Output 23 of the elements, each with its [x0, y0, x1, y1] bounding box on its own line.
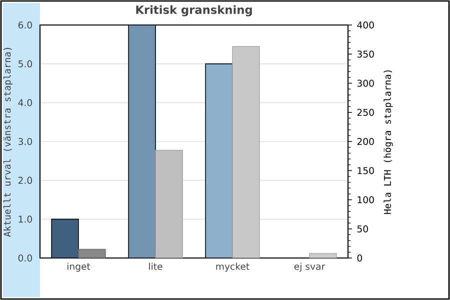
y2-tick-label: 100 — [358, 196, 374, 204]
x-tick-label: inget — [67, 262, 90, 272]
y-tick-label: 2.0 — [18, 176, 32, 184]
x-tick-label: ej svar — [294, 262, 326, 272]
y-tick-label: 0.0 — [18, 254, 32, 262]
y2-axis-title: Hela LTH (högra staplarna) — [384, 70, 393, 214]
y-tick-label: 6.0 — [18, 21, 32, 29]
y-tick-label: 3.0 — [18, 138, 32, 146]
x-tick-label: mycket — [216, 262, 250, 272]
y-tick-label: 5.0 — [18, 60, 32, 68]
y2-tick-label: 150 — [358, 167, 374, 174]
y2-tick-label: 250 — [357, 108, 374, 116]
y-tick-label: 4.0 — [18, 99, 32, 106]
y2-tick-label: 350 — [357, 50, 374, 58]
y-tick-label: 1.0 — [18, 216, 32, 223]
y2-tick-label: 300 — [357, 80, 374, 87]
chart-title: Kritisk granskning — [136, 5, 252, 16]
x-tick-label: lite — [149, 262, 162, 270]
y2-tick-label: 0 — [357, 254, 362, 262]
y2-tick-label: 50 — [357, 225, 368, 232]
y2-tick-label: 400 — [357, 21, 374, 29]
y-axis-title: Aktuellt urval (vänstra staplarna) — [3, 48, 13, 237]
y2-tick-label: 200 — [357, 138, 374, 146]
